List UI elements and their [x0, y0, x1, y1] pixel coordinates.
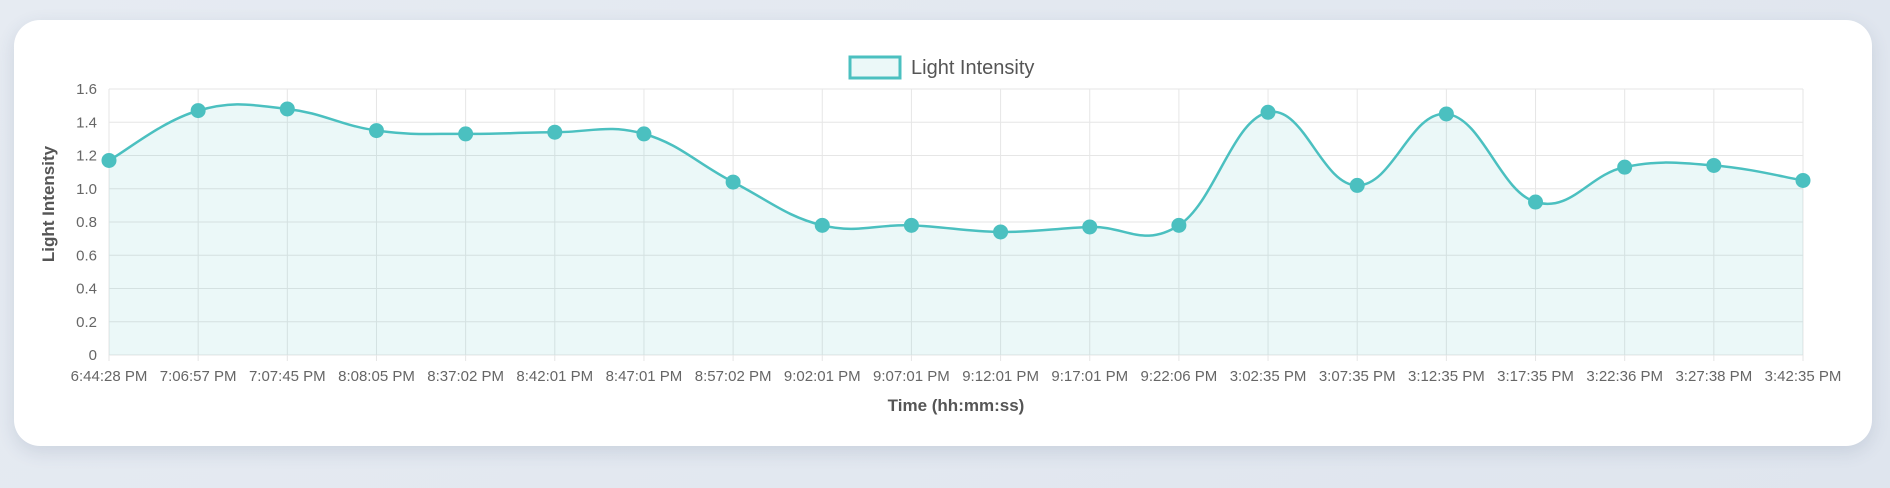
data-point-5[interactable] [547, 124, 563, 140]
x-tick-label: 3:42:35 PM [1765, 368, 1842, 385]
legend-swatch[interactable] [848, 55, 902, 80]
data-point-3[interactable] [368, 123, 384, 139]
x-tick-label: 3:02:35 PM [1230, 368, 1307, 385]
y-tick-label: 0.8 [76, 214, 97, 231]
data-point-10[interactable] [993, 224, 1009, 240]
x-tick-label: 3:07:35 PM [1319, 368, 1396, 385]
y-axis-ticks: 0 0.2 0.4 0.6 0.8 1.0 1.2 1.4 1.6 [76, 81, 97, 364]
y-tick-label: 0 [89, 347, 97, 364]
y-tick-label: 1.4 [76, 114, 97, 131]
data-point-2[interactable] [279, 101, 295, 117]
x-tick-label: 3:22:36 PM [1586, 368, 1663, 385]
legend-label[interactable]: Light Intensity [911, 57, 1034, 79]
y-tick-label: 1.2 [76, 148, 97, 165]
x-tick-label: 6:44:28 PM [71, 368, 148, 385]
x-tick-label: 8:57:02 PM [695, 368, 772, 385]
data-point-13[interactable] [1260, 104, 1276, 120]
x-tick-label: 9:17:01 PM [1051, 368, 1128, 385]
y-axis-title: Light Intensity [39, 145, 58, 262]
x-tick-label: 8:08:05 PM [338, 368, 415, 385]
data-point-11[interactable] [1082, 219, 1098, 235]
data-point-14[interactable] [1349, 177, 1365, 193]
x-tick-label: 9:07:01 PM [873, 368, 950, 385]
x-tick-label: 8:42:01 PM [516, 368, 593, 385]
x-tick-label: 9:22:06 PM [1141, 368, 1218, 385]
x-tick-label: 9:12:01 PM [962, 368, 1039, 385]
data-point-16[interactable] [1528, 194, 1544, 210]
data-point-17[interactable] [1617, 159, 1633, 175]
y-tick-label: 0.4 [76, 281, 97, 298]
data-point-15[interactable] [1438, 106, 1454, 122]
data-point-0[interactable] [101, 152, 117, 168]
x-tick-label: 9:02:01 PM [784, 368, 861, 385]
x-tick-label: 8:47:01 PM [606, 368, 683, 385]
x-axis-ticks: 6:44:28 PM 7:06:57 PM 7:07:45 PM 8:08:05 PM… [71, 368, 1842, 385]
y-tick-label: 1.6 [76, 81, 97, 98]
data-point-9[interactable] [903, 217, 919, 233]
data-point-6[interactable] [636, 126, 652, 142]
x-tick-label: 3:17:35 PM [1497, 368, 1574, 385]
data-point-1[interactable] [190, 103, 206, 119]
data-point-18[interactable] [1706, 157, 1722, 173]
grid-lines [108, 88, 1804, 361]
x-tick-label: 3:27:38 PM [1675, 368, 1752, 385]
y-tick-label: 0.6 [76, 247, 97, 264]
data-point-7[interactable] [725, 174, 741, 190]
data-points-layer [101, 101, 1811, 240]
y-tick-label: 1.0 [76, 181, 97, 198]
data-point-4[interactable] [458, 126, 474, 142]
legend[interactable]: Light Intensity [848, 55, 1034, 80]
x-tick-label: 7:06:57 PM [160, 368, 237, 385]
data-point-12[interactable] [1171, 217, 1187, 233]
y-tick-label: 0.2 [76, 314, 97, 331]
chart-card: 0 0.2 0.4 0.6 0.8 1.0 1.2 1.4 1.6 6:44:28 PM 7:06… [14, 20, 1872, 446]
data-point-19[interactable] [1795, 172, 1811, 188]
x-tick-label: 8:37:02 PM [427, 368, 504, 385]
x-tick-label: 3:12:35 PM [1408, 368, 1485, 385]
x-axis-title: Time (hh:mm:ss) [888, 396, 1025, 415]
data-point-8[interactable] [814, 217, 830, 233]
x-tick-label: 7:07:45 PM [249, 368, 326, 385]
light-intensity-chart: 0 0.2 0.4 0.6 0.8 1.0 1.2 1.4 1.6 6:44:28 PM 7:06… [39, 55, 1842, 415]
